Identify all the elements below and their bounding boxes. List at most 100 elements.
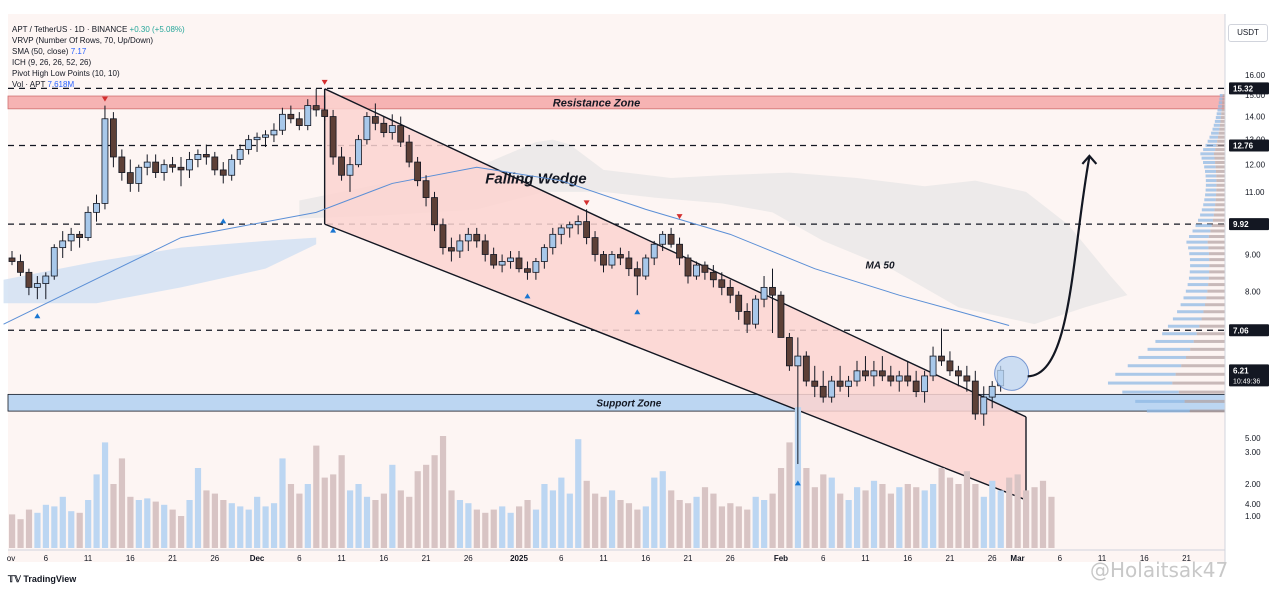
candle-body xyxy=(245,139,253,150)
volume-bar xyxy=(287,484,295,548)
pivot-low-marker xyxy=(220,218,227,224)
candle-body xyxy=(608,254,616,266)
candle-body xyxy=(456,240,464,252)
volume-bar xyxy=(541,484,548,548)
volume-profile-down xyxy=(1207,289,1225,293)
volume-bar xyxy=(93,474,100,548)
volume-bar xyxy=(803,468,810,548)
candle-body xyxy=(963,375,971,382)
volume-profile-down xyxy=(1199,324,1225,328)
candle-body xyxy=(676,243,683,259)
volume-profile-up xyxy=(1172,317,1202,321)
pivot-low-marker xyxy=(634,309,641,315)
candle-body xyxy=(363,116,371,141)
candle-body xyxy=(811,380,819,387)
time-tick-label: 2025 xyxy=(510,554,528,563)
volume-profile-up xyxy=(1215,116,1221,120)
volume-bar xyxy=(203,490,210,548)
legend-symbol-row[interactable]: APT / TetherUS · 1D · BINANCE +0.30 (+5.… xyxy=(12,24,185,35)
volume-profile-down xyxy=(1216,169,1225,173)
candle-body xyxy=(439,224,447,249)
volume-bar xyxy=(321,477,328,548)
candle-body xyxy=(59,240,67,249)
volume-profile-up xyxy=(1147,347,1191,351)
legend-sma-row[interactable]: SMA (50, close) 7.17 xyxy=(12,46,185,57)
time-tick-label: 26 xyxy=(464,554,473,563)
candle-body xyxy=(693,264,700,277)
watermark: @Holaitsak47 xyxy=(1090,558,1229,582)
candle-body xyxy=(718,279,726,288)
volume-bar xyxy=(406,496,413,548)
candle-body xyxy=(524,268,531,273)
volume-profile-up xyxy=(1203,148,1216,152)
candle-body xyxy=(878,370,886,377)
volume-bar xyxy=(194,468,202,548)
volume-profile-up xyxy=(1177,310,1204,314)
volume-bar xyxy=(439,436,447,548)
candle-body xyxy=(769,286,776,296)
pivot-high-marker xyxy=(583,200,590,206)
volume-profile-up xyxy=(1216,112,1222,116)
volume-profile-down xyxy=(1208,235,1225,239)
candle-body xyxy=(329,116,337,158)
candle-body xyxy=(667,233,675,245)
volume-bar xyxy=(549,490,556,548)
volume-bar xyxy=(9,514,16,548)
time-tick-label: Feb xyxy=(774,554,788,563)
time-tick-label: 16 xyxy=(903,554,912,563)
legend-vol-row[interactable]: Vol · APT 7.618M xyxy=(12,79,185,90)
volume-bar xyxy=(237,506,244,548)
price-tick-label: 15.00 xyxy=(1245,91,1266,100)
volume-profile-down xyxy=(1216,174,1225,178)
volume-bar xyxy=(685,503,692,548)
volume-bar xyxy=(777,468,785,548)
currency-selector[interactable]: USDT xyxy=(1228,24,1268,42)
candle-body xyxy=(870,370,878,377)
volume-profile-down xyxy=(1214,156,1225,160)
volume-profile-down xyxy=(1213,152,1225,156)
legend-vrvp[interactable]: VRVP (Number Of Rows, 70, Up/Down) xyxy=(12,36,154,45)
candle-body xyxy=(380,122,388,133)
pivot-high-marker xyxy=(676,214,683,220)
volume-profile-down xyxy=(1215,203,1225,207)
time-tick-label: 6 xyxy=(821,554,826,563)
candle-body xyxy=(955,370,962,377)
volume-bar xyxy=(862,490,869,548)
candle-body xyxy=(760,286,768,300)
time-tick-label: 6 xyxy=(44,554,49,563)
candle-body xyxy=(938,355,945,362)
pivot-low-marker xyxy=(524,293,531,299)
candle-body xyxy=(431,197,438,226)
candle-body xyxy=(295,118,303,126)
volume-profile-down xyxy=(1208,283,1225,287)
volume-bar xyxy=(997,490,1004,548)
volume-bar xyxy=(186,500,193,548)
candle-body xyxy=(135,166,143,184)
price-badge-label: 7.06 xyxy=(1233,326,1249,335)
candle-body xyxy=(802,355,810,382)
legend-ich[interactable]: ICH (9, 26, 26, 52, 26) xyxy=(12,58,92,67)
pivot-high-marker xyxy=(101,96,108,102)
volume-bar xyxy=(659,471,666,548)
ma50-label: MA 50 xyxy=(865,261,895,272)
breakout-circle xyxy=(994,355,1030,391)
volume-profile-up xyxy=(1180,303,1206,307)
candle-body xyxy=(659,233,667,245)
candle-body xyxy=(845,380,852,387)
volume-profile-down xyxy=(1186,355,1225,359)
volume-bar xyxy=(532,509,540,548)
pivot-low-marker xyxy=(794,480,801,486)
legend-vol-label: Vol · APT xyxy=(12,80,46,89)
candle-body xyxy=(422,180,430,198)
price-tick-label: 2.00 xyxy=(1245,480,1261,489)
volume-bar xyxy=(397,490,404,548)
volume-bar xyxy=(608,490,616,548)
volume-bar xyxy=(786,442,793,548)
volume-profile-up xyxy=(1205,183,1217,187)
volume-profile-down xyxy=(1189,409,1225,413)
volume-profile-up xyxy=(1127,364,1182,368)
legend-pivot[interactable]: Pivot High Low Points (10, 10) xyxy=(12,69,120,78)
time-tick-label: 16 xyxy=(1140,554,1149,563)
